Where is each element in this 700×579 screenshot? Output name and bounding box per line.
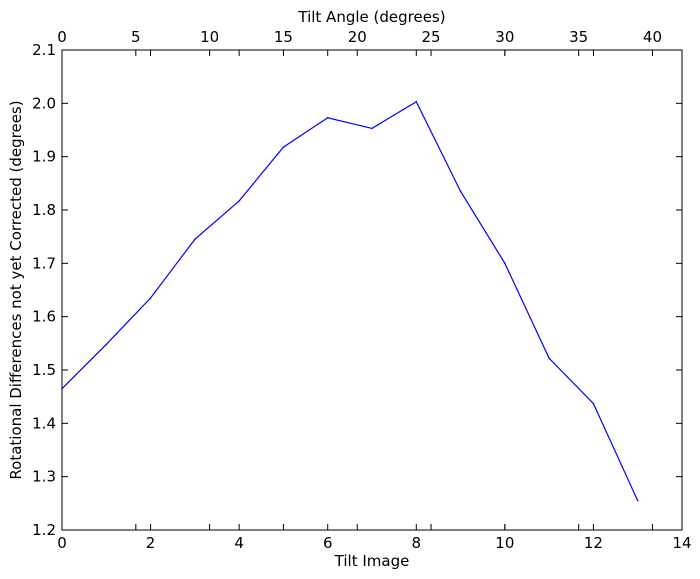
data-point-0-12 <box>592 402 595 405</box>
series-line-0 <box>61 100 639 501</box>
x2-tick-label-4: 20 <box>348 28 367 46</box>
y-tick-label-2: 1.4 <box>32 414 56 432</box>
x2-tick-label-7: 35 <box>569 28 588 46</box>
data-point-0-0 <box>61 387 63 390</box>
series-layer <box>61 100 639 502</box>
x-tick-label-2: 4 <box>234 534 244 552</box>
y-tick-label-1: 1.3 <box>32 468 56 486</box>
y-tick-label-7: 1.9 <box>32 148 56 166</box>
data-point-0-11 <box>548 357 550 360</box>
x-tick-label-7: 14 <box>672 534 691 552</box>
data-point-0-7 <box>371 127 373 130</box>
data-point-0-1 <box>105 343 108 346</box>
x2-tick-label-8: 40 <box>643 28 662 46</box>
x2-tick-label-3: 15 <box>274 28 293 46</box>
x2-tick-label-0: 0 <box>57 28 67 46</box>
x2-tick-label-6: 30 <box>495 28 514 46</box>
data-point-0-4 <box>238 200 240 202</box>
data-point-0-6 <box>326 116 329 119</box>
y-tick-label-6: 1.8 <box>32 201 56 219</box>
y-axis-label: Rotational Differences not yet Corrected… <box>7 100 25 479</box>
x-tick-label-6: 12 <box>584 534 603 552</box>
y-tick-label-4: 1.6 <box>32 308 56 326</box>
y-tick-label-3: 1.5 <box>32 361 56 379</box>
x-ticks-bottom: 0 2 4 6 8 10 12 14 <box>57 50 692 552</box>
y-tick-label-5: 1.7 <box>32 254 56 272</box>
data-point-0-13 <box>636 499 639 502</box>
x2-axis-label: Tilt Angle (degrees) <box>297 8 445 26</box>
x2-tick-label-1: 5 <box>131 28 141 46</box>
y-tick-label-8: 2.0 <box>32 94 56 112</box>
x-tick-label-5: 10 <box>495 534 514 552</box>
x-tick-label-1: 2 <box>146 534 156 552</box>
data-point-0-9 <box>459 190 462 193</box>
y-tick-label-0: 1.2 <box>32 521 56 539</box>
y-ticks: 1.2 1.3 1.4 1.5 1.6 1.7 1.8 1.9 2.0 2.1 <box>32 41 682 539</box>
x-tick-label-3: 6 <box>323 534 333 552</box>
x-ticks-top: 0 5 10 15 20 25 30 35 40 <box>57 28 662 530</box>
data-point-0-5 <box>282 146 285 148</box>
plot-frame <box>61 49 683 531</box>
data-point-0-2 <box>149 297 152 299</box>
data-point-0-3 <box>194 238 196 241</box>
data-point-0-10 <box>504 262 506 265</box>
x2-tick-label-5: 25 <box>422 28 441 46</box>
y-tick-label-9: 2.1 <box>32 41 56 59</box>
x-tick-label-4: 8 <box>412 534 422 552</box>
x2-tick-label-2: 10 <box>200 28 219 46</box>
data-point-0-8 <box>415 100 418 103</box>
x-axis-label: Tilt Image <box>334 552 410 570</box>
x-tick-label-0: 0 <box>57 534 67 552</box>
